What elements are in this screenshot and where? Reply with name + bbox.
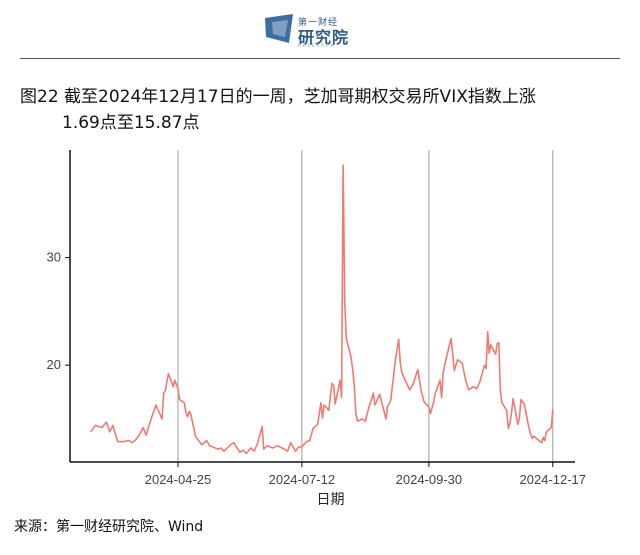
brand-name: 研究院 (298, 28, 350, 47)
header-divider (20, 58, 620, 59)
figure-title-line2: 1.69点至15.87点 (62, 113, 200, 133)
series-line-1 (89, 164, 554, 455)
source-note: 来源：第一财经研究院、Wind (14, 519, 204, 535)
x-tick-label-2: 2024-07-12 (269, 472, 336, 487)
x-tick-label-4: 2024-12-17 (520, 472, 587, 487)
figure-title: 图22 截至2024年12月17日的一周，芝加哥期权交易所VIX指数上涨 1.6… (20, 84, 620, 136)
brand-logo: 第一财经 研究院 RESEARCH (262, 12, 362, 48)
logo-mark-icon (265, 14, 293, 43)
x-axis-title: 日期 (317, 492, 345, 508)
y-tick-label-20: 20 (47, 357, 61, 372)
vix-line-chart: 2024-04-25 2024-07-12 2024-09-30 2024-12-17… (47, 150, 586, 508)
figure-title-line1: 图22 截至2024年12月17日的一周，芝加哥期权交易所VIX指数上涨 (20, 87, 536, 107)
y-tick-label-30: 30 (47, 250, 61, 265)
chart-gridlines (177, 150, 554, 462)
chart-series (89, 164, 554, 455)
chart-tick-labels: 2024-04-25 2024-07-12 2024-09-30 2024-12-17… (47, 250, 586, 508)
brand-sub: RESEARCH (298, 43, 336, 48)
brand-small: 第一财经 (298, 18, 339, 28)
x-tick-label-3: 2024-09-30 (396, 472, 463, 487)
chart-axes (65, 150, 575, 467)
x-tick-label-1: 2024-04-25 (145, 472, 212, 487)
